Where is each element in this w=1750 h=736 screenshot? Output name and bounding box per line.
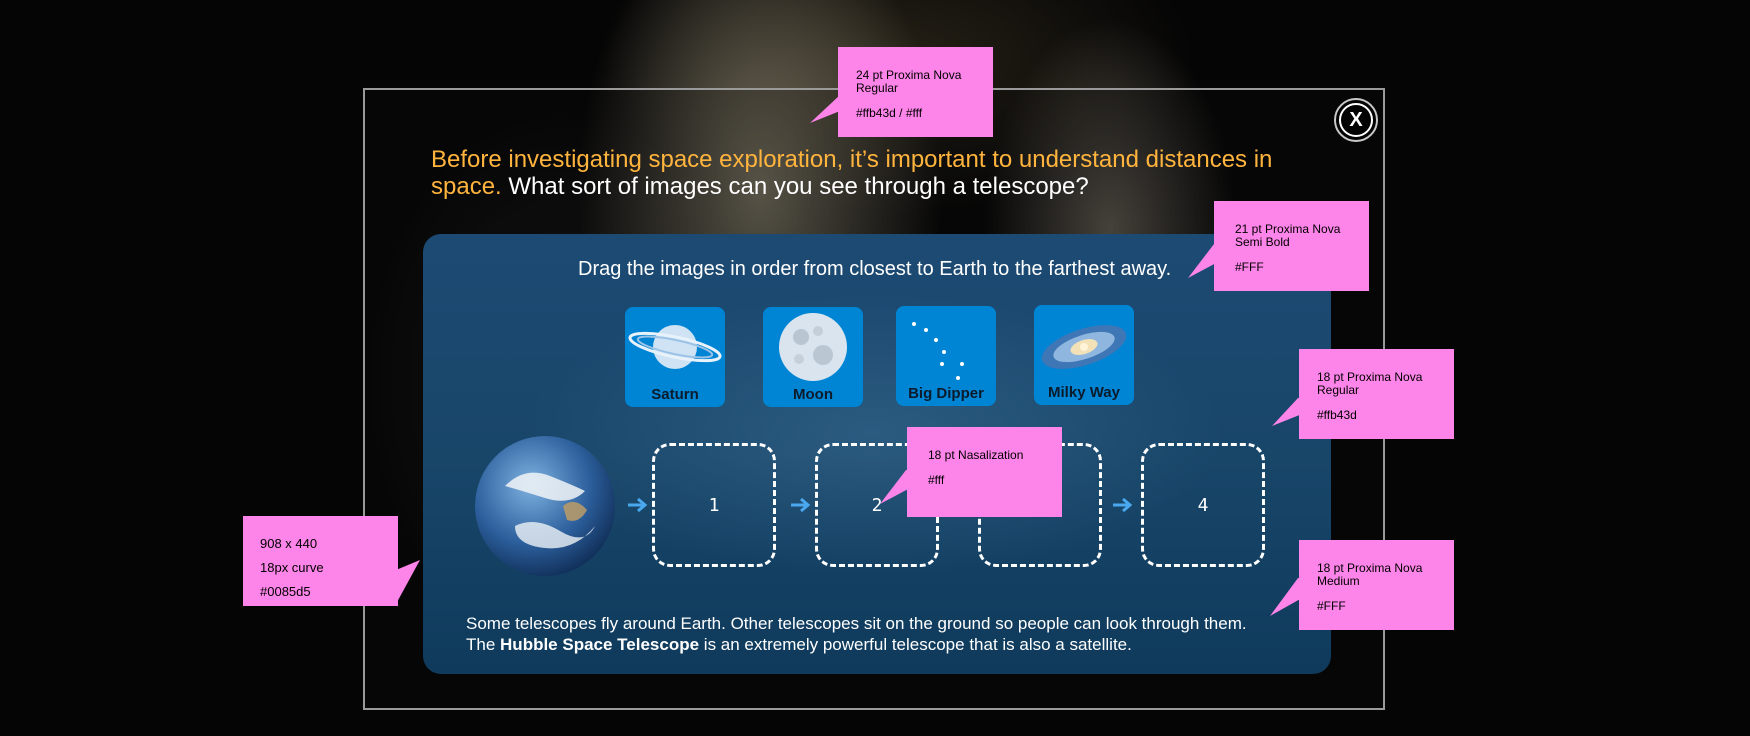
annotation-panel-spec: 908 x 440 18px curve #0085d5 bbox=[243, 516, 398, 606]
tile-label: Moon bbox=[793, 386, 833, 403]
moon-icon bbox=[779, 313, 847, 381]
instruction-text: Drag the images in order from closest to… bbox=[578, 258, 1172, 280]
annotation-text: 18 pt Nasalization bbox=[928, 448, 1024, 462]
annotation-text: 908 x 440 bbox=[260, 536, 318, 551]
caption-bold: Hubble Space Telescope bbox=[500, 635, 700, 654]
annotation-caption-spec: 18 pt Proxima Nova Medium #FFF bbox=[1299, 540, 1454, 630]
slot-number: 1 bbox=[708, 494, 720, 516]
tile-milky-way[interactable]: Milky Way bbox=[1034, 305, 1134, 405]
tile-label: Saturn bbox=[651, 386, 699, 403]
annotation-text: #ffb43d / #fff bbox=[856, 106, 923, 120]
close-icon: X bbox=[1339, 103, 1373, 137]
caption-line-2: The Hubble Space Telescope is an extreme… bbox=[466, 634, 1326, 655]
annotation-slot-spec: 18 pt Nasalization #fff bbox=[907, 427, 1062, 517]
annotation-text: #FFF bbox=[1317, 599, 1346, 613]
annotation-text: 18px curve bbox=[260, 560, 324, 575]
milky-way-icon bbox=[1041, 325, 1127, 369]
arrow-right-icon bbox=[791, 497, 811, 513]
tile-label: Big Dipper bbox=[908, 385, 984, 402]
annotation-text: #FFF bbox=[1235, 260, 1264, 274]
arrow-right-icon bbox=[628, 497, 648, 513]
slot-number: 2 bbox=[871, 494, 883, 516]
annotation-text: #ffb43d bbox=[1317, 408, 1357, 422]
arrow-right-icon bbox=[1113, 497, 1133, 513]
tile-label: Milky Way bbox=[1048, 384, 1120, 401]
heading-white-text: What sort of images can you see through … bbox=[508, 173, 1089, 200]
heading-orange-text: Before investigating space exploration, … bbox=[431, 146, 1273, 200]
annotation-heading-spec: 24 pt Proxima Nova Regular #ffb43d / #ff… bbox=[838, 47, 993, 137]
annotation-pointer bbox=[396, 560, 420, 604]
annotation-pointer bbox=[1270, 578, 1302, 616]
annotation-pointer bbox=[1188, 244, 1218, 278]
close-label: X bbox=[1349, 108, 1363, 131]
annotation-text: Semi Bold bbox=[1235, 235, 1290, 249]
caption-suffix: is an extremely powerful telescope that … bbox=[703, 635, 1132, 654]
drop-slot-1[interactable]: 1 bbox=[652, 443, 776, 567]
slot-number: 4 bbox=[1197, 494, 1209, 516]
page-heading: Before investigating space exploration, … bbox=[431, 146, 1291, 200]
big-dipper-icon bbox=[912, 322, 964, 380]
annotation-text: 18 pt Proxima Nova bbox=[1317, 561, 1423, 575]
annotation-text: Regular bbox=[856, 81, 899, 95]
tile-big-dipper[interactable]: Big Dipper bbox=[896, 306, 996, 406]
caption-line-1: Some telescopes fly around Earth. Other … bbox=[466, 614, 1247, 633]
annotation-pointer bbox=[880, 470, 910, 504]
annotation-text: 21 pt Proxima Nova bbox=[1235, 222, 1341, 236]
tile-saturn[interactable]: Saturn bbox=[625, 307, 725, 407]
annotation-text: Medium bbox=[1317, 574, 1360, 588]
annotation-text: Regular bbox=[1317, 383, 1360, 397]
tile-moon[interactable]: Moon bbox=[763, 307, 863, 407]
earth-image bbox=[475, 436, 615, 576]
close-button[interactable]: X bbox=[1334, 98, 1378, 142]
annotation-pointer bbox=[1272, 398, 1302, 426]
annotation-text: #0085d5 bbox=[260, 584, 311, 599]
caption-prefix: The bbox=[466, 635, 496, 654]
annotation-pointer bbox=[810, 95, 850, 123]
annotation-tile-spec: 18 pt Proxima Nova Regular #ffb43d bbox=[1299, 349, 1454, 439]
caption-text: Some telescopes fly around Earth. Other … bbox=[466, 613, 1326, 655]
annotation-text: #fff bbox=[928, 473, 945, 487]
annotation-text: 18 pt Proxima Nova bbox=[1317, 370, 1423, 384]
saturn-icon bbox=[628, 325, 722, 369]
annotation-text: 24 pt Proxima Nova bbox=[856, 68, 962, 82]
annotation-instruction-spec: 21 pt Proxima Nova Semi Bold #FFF bbox=[1214, 201, 1369, 291]
drop-slot-4[interactable]: 4 bbox=[1141, 443, 1265, 567]
